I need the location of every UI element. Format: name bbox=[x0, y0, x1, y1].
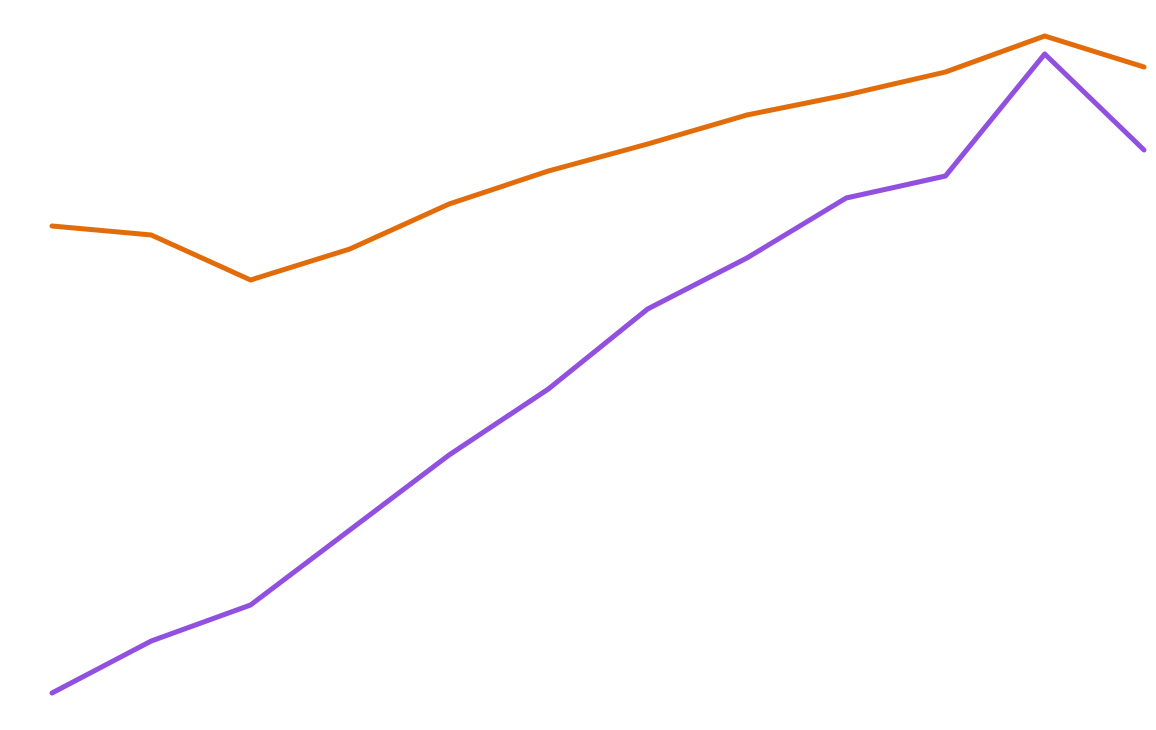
line-series bbox=[49, 51, 1147, 696]
line-series bbox=[49, 33, 1147, 283]
